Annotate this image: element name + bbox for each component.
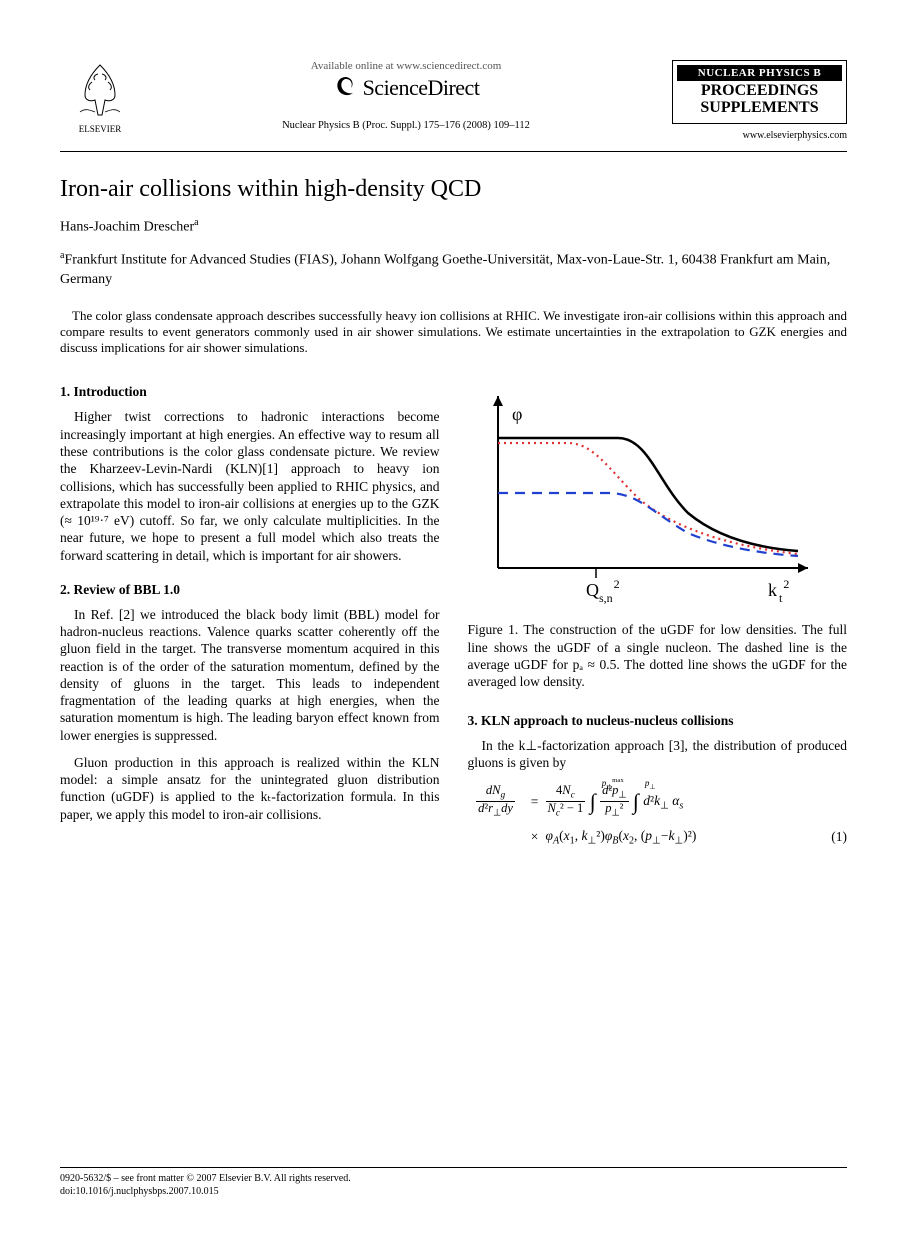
solid-curve xyxy=(498,438,798,551)
page-footer: 0920-5632/$ – see front matter © 2007 El… xyxy=(60,1167,847,1198)
eqn-number: (1) xyxy=(817,824,847,850)
eqn-equals: = xyxy=(524,789,546,815)
journal-proc-2: SUPPLEMENTS xyxy=(677,100,842,117)
elsevier-tree-icon xyxy=(70,60,130,120)
affil-text: Frankfurt Institute for Advanced Studies… xyxy=(60,253,830,287)
author-line: Hans-Joachim Dreschera xyxy=(60,217,847,236)
two-column-body: 1. Introduction Higher twist corrections… xyxy=(60,384,847,850)
y-axis-label: φ xyxy=(512,404,522,424)
sciencedirect-block: Available online at www.sciencedirect.co… xyxy=(140,60,672,131)
x-arrow-icon xyxy=(798,563,808,573)
figure-1: φ Qs,n2 kt2 Figure 1. The construction o… xyxy=(468,388,848,690)
header-rule xyxy=(60,151,847,152)
section-2-para-2: Gluon production in this approach is rea… xyxy=(60,754,440,823)
page-header: ELSEVIER Available online at www.science… xyxy=(60,60,847,141)
eqn-rhs-line1: 4NcNc² − 1 ∫p⊥max d²p⊥p⊥² ∫p⊥ d²k⊥ αs xyxy=(546,781,818,823)
available-online-text: Available online at www.sciencedirect.co… xyxy=(150,60,662,72)
journal-reference: Nuclear Physics B (Proc. Suppl.) 175–176… xyxy=(150,120,662,131)
copyright-line: 0920-5632/$ – see front matter © 2007 El… xyxy=(60,1172,847,1185)
sciencedirect-logo: ScienceDirect xyxy=(150,74,662,106)
journal-name: NUCLEAR PHYSICS B xyxy=(677,65,842,81)
section-2-heading: 2. Review of BBL 1.0 xyxy=(60,582,440,598)
dashed-curve xyxy=(498,493,798,556)
eqn-times: × xyxy=(524,824,546,850)
section-1-para-1: Higher twist corrections to hadronic int… xyxy=(60,408,440,563)
journal-box: NUCLEAR PHYSICS B PROCEEDINGS SUPPLEMENT… xyxy=(672,60,847,124)
y-arrow-icon xyxy=(493,396,503,406)
abstract: The color glass condensate approach desc… xyxy=(60,308,847,357)
right-column: φ Qs,n2 kt2 Figure 1. The construction o… xyxy=(468,384,848,850)
figure-1-caption: Figure 1. The construction of the uGDF f… xyxy=(468,621,848,690)
sd-swirl-icon xyxy=(333,74,359,106)
equation-1: dNg d²r⊥dy = 4NcNc² − 1 ∫p⊥max d²p⊥p⊥² ∫… xyxy=(468,781,848,851)
article-title: Iron-air collisions within high-density … xyxy=(60,176,847,203)
eqn-rhs-line2: φA(x1, k⊥²)φB(x2, (p⊥−k⊥)²) xyxy=(546,823,818,851)
eqn-lhs-frac: dNg d²r⊥dy xyxy=(476,784,515,820)
kt-label: kt2 xyxy=(768,577,789,605)
author-name: Hans-Joachim Drescher xyxy=(60,219,194,234)
journal-proc-1: PROCEEDINGS xyxy=(677,83,842,100)
section-1-heading: 1. Introduction xyxy=(60,384,440,400)
left-column: 1. Introduction Higher twist corrections… xyxy=(60,384,440,850)
author-sup: a xyxy=(194,217,198,228)
figure-1-svg: φ Qs,n2 kt2 xyxy=(468,388,818,608)
affiliation: aFrankfurt Institute for Advanced Studie… xyxy=(60,249,847,289)
doi-line: doi:10.1016/j.nuclphysbps.2007.10.015 xyxy=(60,1185,847,1198)
dotted-curve xyxy=(498,443,798,554)
publisher-name: ELSEVIER xyxy=(60,124,140,134)
section-3-heading: 3. KLN approach to nucleus-nucleus colli… xyxy=(468,713,848,729)
section-2-para-1: In Ref. [2] we introduced the black body… xyxy=(60,606,440,744)
qsn-label: Qs,n2 xyxy=(586,577,620,605)
section-3-para-1: In the k⊥-factorization approach [3], th… xyxy=(468,737,848,772)
journal-box-wrap: NUCLEAR PHYSICS B PROCEEDINGS SUPPLEMENT… xyxy=(672,60,847,141)
publisher-logo: ELSEVIER xyxy=(60,60,140,134)
journal-url: www.elsevierphysics.com xyxy=(672,130,847,141)
sd-brand-text: ScienceDirect xyxy=(363,75,480,100)
